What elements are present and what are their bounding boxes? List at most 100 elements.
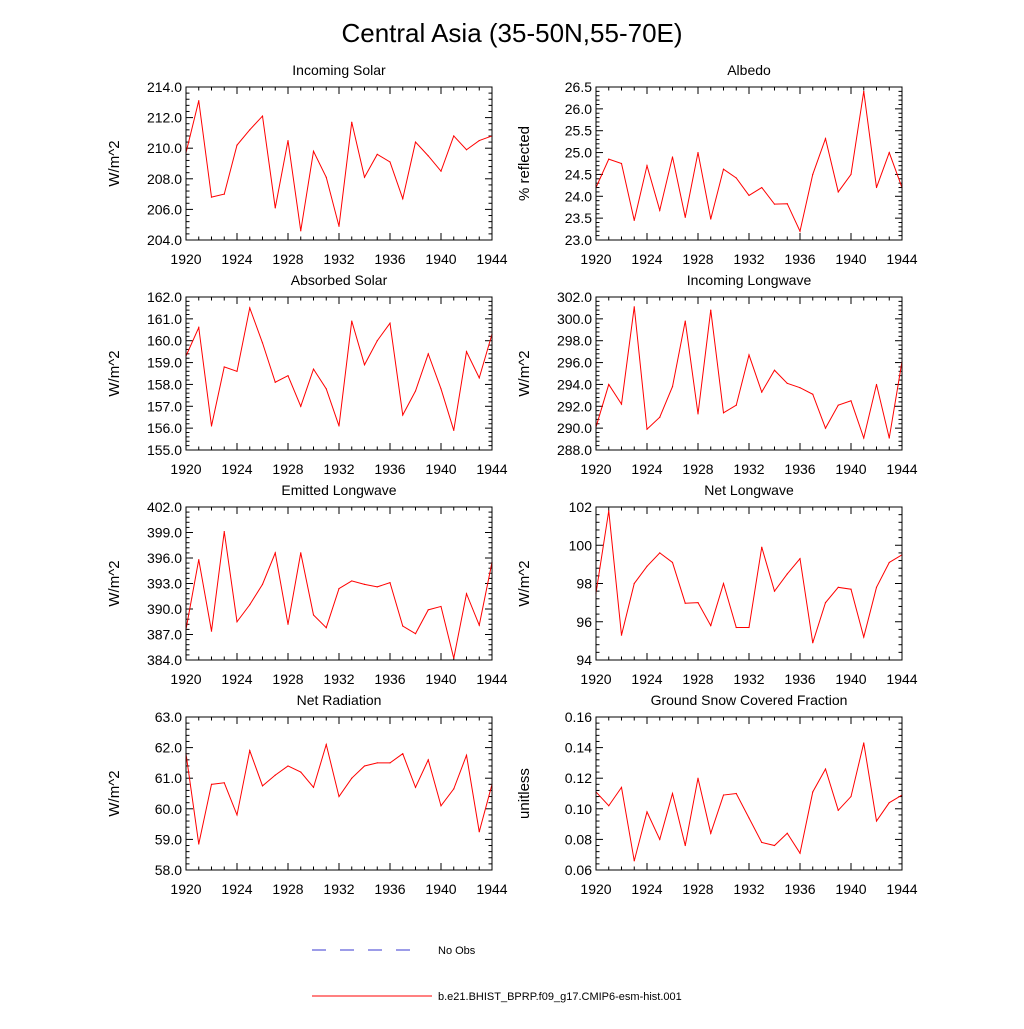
y-axis-label: W/m^2: [106, 770, 123, 816]
data-point: [389, 762, 391, 764]
series-line: [185, 742, 493, 845]
data-point: [735, 792, 737, 795]
y-tick-label: 24.0: [565, 188, 592, 204]
data-point: [659, 416, 661, 418]
y-tick-label: 384.0: [147, 652, 182, 668]
data-point: [453, 657, 455, 659]
y-tick-label: 300.0: [557, 311, 592, 327]
plot-frame: [595, 296, 903, 451]
data-point: [812, 642, 814, 644]
data-point: [773, 590, 776, 592]
data-point: [863, 437, 865, 439]
y-tick-label: 298.0: [557, 333, 592, 349]
x-tick-label: 1936: [784, 671, 815, 687]
data-point: [249, 129, 251, 131]
x-tick-label: 1924: [631, 251, 662, 267]
x-tick-label: 1944: [886, 461, 917, 477]
data-point: [722, 168, 725, 170]
data-point: [236, 621, 238, 623]
y-tick-label: 204.0: [147, 232, 182, 248]
x-tick-label: 1932: [733, 251, 764, 267]
panel-title: Incoming Longwave: [687, 272, 812, 288]
data-point: [223, 366, 225, 368]
x-tick-label: 1928: [682, 251, 713, 267]
chart-panel: Incoming Longwave W/m^2 1920 1924 1928 1932 19…: [516, 272, 918, 477]
legend: No Obs b.e21.BHIST_BPRP.f09_g17.CMIP6-es…: [312, 945, 682, 1003]
y-tick-label: 212.0: [147, 110, 182, 126]
series-line: [595, 742, 903, 861]
data-point: [312, 150, 315, 152]
figure-title: Central Asia (35-50N,55-70E): [341, 18, 682, 48]
plot-frame: [595, 716, 903, 871]
data-point: [888, 802, 890, 804]
panel-title: Ground Snow Covered Fraction: [651, 692, 848, 708]
chart-panel: Incoming Solar W/m^2 1920 1924 1928 1932 1936 1…: [106, 62, 508, 267]
legend-obs-label: No Obs: [438, 945, 476, 957]
data-point: [773, 844, 776, 847]
data-point: [210, 783, 213, 785]
x-tick-label: 1928: [682, 461, 713, 477]
y-tick-label: 387.0: [147, 627, 182, 643]
y-tick-label: 155.0: [147, 442, 182, 458]
data-point: [863, 90, 865, 92]
data-point: [402, 753, 404, 755]
x-tick-label: 1932: [323, 251, 354, 267]
data-point: [389, 582, 391, 584]
data-point: [287, 139, 289, 142]
data-point: [671, 386, 674, 388]
data-point: [325, 743, 327, 746]
data-point: [363, 364, 366, 366]
chart-panel: Ground Snow Covered Fraction unitless 1920…: [516, 692, 918, 897]
data-point: [414, 633, 417, 635]
y-tick-label: 294.0: [557, 376, 592, 392]
x-tick-label: 1944: [886, 251, 917, 267]
data-point: [236, 144, 238, 146]
data-point: [875, 186, 878, 189]
data-point: [710, 832, 712, 834]
y-tick-label: 290.0: [557, 420, 592, 436]
y-tick-label: 161.0: [147, 311, 182, 327]
data-point: [710, 218, 712, 220]
chart-panel: Albedo % reflected 1920 1924 1928 1932 1936 194…: [516, 62, 918, 267]
data-point: [389, 322, 391, 324]
data-point: [478, 831, 480, 833]
y-tick-label: 402.0: [147, 499, 182, 515]
data-point: [824, 602, 827, 604]
x-tick-label: 1940: [835, 881, 866, 897]
data-point: [478, 139, 480, 142]
data-point: [620, 786, 623, 788]
y-tick-label: 210.0: [147, 140, 182, 156]
x-tick-label: 1928: [682, 881, 713, 897]
panel-title: Net Longwave: [704, 482, 794, 498]
data-point: [338, 225, 340, 227]
data-point: [338, 425, 340, 427]
data-point: [465, 351, 468, 353]
y-tick-label: 58.0: [155, 862, 182, 878]
data-point: [440, 388, 442, 390]
plot-frame: [185, 716, 493, 871]
data-point: [198, 327, 200, 329]
data-point: [761, 841, 763, 844]
data-point: [671, 561, 674, 564]
x-tick-label: 1944: [476, 671, 507, 687]
y-axis-label: unitless: [516, 768, 533, 819]
y-axis-label: W/m^2: [106, 350, 123, 396]
data-point: [210, 196, 213, 198]
data-point: [824, 137, 827, 140]
x-tick-label: 1936: [374, 881, 405, 897]
data-point: [427, 609, 429, 611]
data-point: [799, 387, 801, 389]
series-line: [185, 306, 493, 431]
data-point: [761, 391, 763, 393]
data-point: [812, 173, 814, 176]
y-tick-label: 159.0: [147, 355, 182, 371]
x-tick-label: 1924: [221, 251, 252, 267]
x-tick-label: 1924: [631, 881, 662, 897]
x-tick-label: 1936: [784, 881, 815, 897]
y-axis-label: W/m^2: [516, 350, 533, 396]
x-tick-label: 1920: [580, 881, 611, 897]
data-point: [427, 155, 429, 157]
data-point: [646, 165, 648, 167]
data-point: [351, 320, 353, 322]
